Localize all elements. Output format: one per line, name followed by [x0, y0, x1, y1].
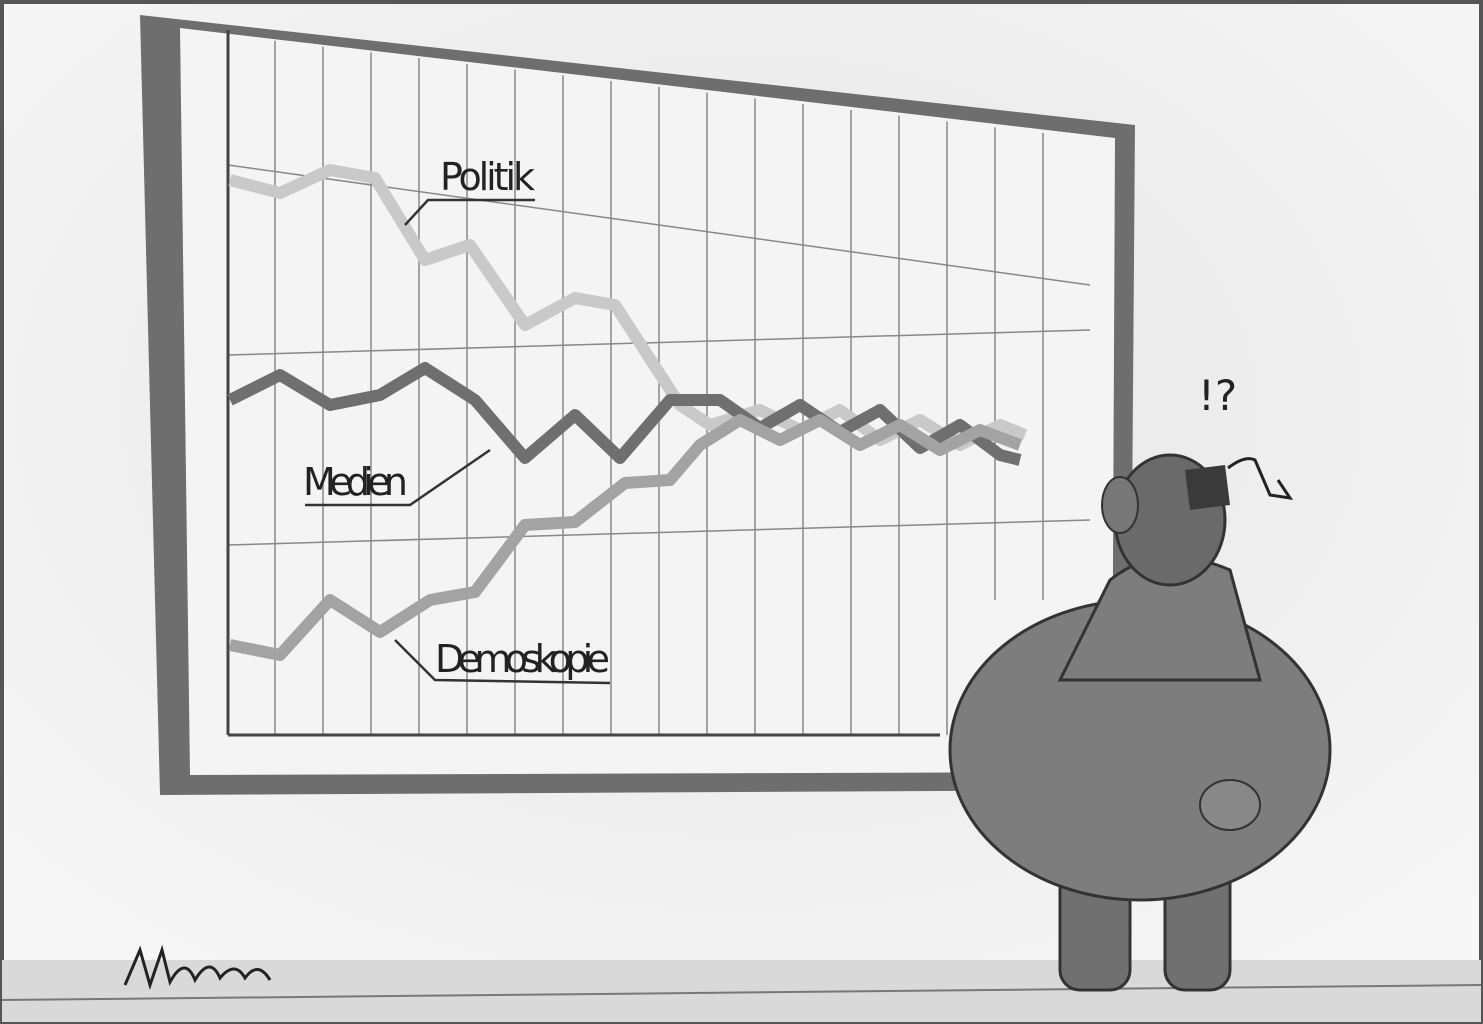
label-medien: Medien — [303, 460, 408, 504]
label-politik: Politik — [440, 155, 535, 199]
floor — [2, 960, 1481, 1022]
exclamation: !? — [1198, 371, 1237, 420]
page: Politik Medien Demoskopie !? (() => { co… — [0, 0, 1483, 1024]
cartoon: Politik Medien Demoskopie !? — [0, 0, 1483, 1024]
label-demoskopie: Demoskopie — [435, 637, 610, 681]
